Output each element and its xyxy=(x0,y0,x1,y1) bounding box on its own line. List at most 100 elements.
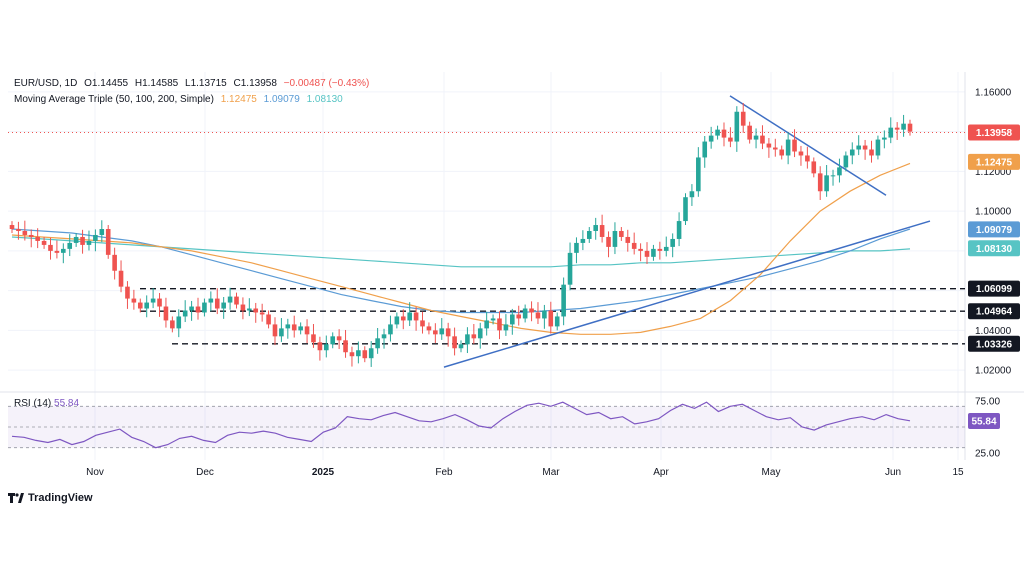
candle-body xyxy=(105,229,111,255)
candle-body xyxy=(888,127,894,138)
candle-body xyxy=(766,143,772,148)
candle-body xyxy=(285,324,291,329)
candle-body xyxy=(901,123,906,130)
candle-body xyxy=(157,298,162,307)
candle-body xyxy=(715,129,720,136)
tradingview-name: TradingView xyxy=(28,492,93,504)
candle-body xyxy=(35,236,40,241)
candle-body xyxy=(817,173,823,192)
rsi-tick-label: 75.00 xyxy=(975,397,1000,408)
candle-body xyxy=(195,306,201,313)
candle-body xyxy=(336,336,342,341)
rsi-legend: RSI (14) 55.84 xyxy=(14,398,79,409)
candle-body xyxy=(234,296,239,305)
candle-body xyxy=(490,318,496,321)
candle-body xyxy=(696,157,701,192)
candle-body xyxy=(356,350,361,357)
candle-body xyxy=(80,236,85,245)
candle-body xyxy=(266,314,271,325)
candle-body xyxy=(426,326,432,331)
price-tick-label: 1.12000 xyxy=(975,167,1012,178)
ma50-line xyxy=(11,162,911,335)
price-tick-label: 1.16000 xyxy=(975,87,1012,98)
ohlc-legend: EUR/USD, 1D O1.14455 H1.14585 L1.13715 C… xyxy=(14,78,373,89)
price-label-text: 1.08130 xyxy=(976,244,1013,255)
candle-body xyxy=(208,298,214,303)
rsi-panel: 75.00 25.00 55.84 xyxy=(8,397,1000,459)
moving-averages xyxy=(11,162,911,335)
candle-body xyxy=(99,229,105,235)
symbol-label: EUR/USD, 1D xyxy=(14,78,78,89)
rsi-value-text: 55.84 xyxy=(971,416,996,427)
low-value: L1.13715 xyxy=(185,78,227,89)
candle-body xyxy=(619,231,624,237)
candle-body xyxy=(67,242,73,249)
open-value: O1.14455 xyxy=(84,78,129,89)
candle-body xyxy=(413,312,419,321)
candle-body xyxy=(830,175,836,177)
ma-legend: Moving Average Triple (50, 100, 200, Sim… xyxy=(14,94,347,105)
high-value: H1.14585 xyxy=(134,78,179,89)
candle-body xyxy=(843,155,849,168)
price-label-badge xyxy=(968,124,1020,141)
time-tick-label: Mar xyxy=(542,467,560,478)
change-value: −0.00487 (−0.43%) xyxy=(283,78,370,89)
candle-body xyxy=(599,225,605,237)
candle-body xyxy=(875,139,881,156)
candle-body xyxy=(882,137,887,140)
candle-body xyxy=(144,302,149,309)
ascending-trendline xyxy=(443,220,931,368)
candle-body xyxy=(420,320,425,327)
time-tick-label: Dec xyxy=(196,467,214,478)
candle-body xyxy=(240,304,246,311)
candle-body xyxy=(862,145,868,150)
candle-body xyxy=(785,139,791,156)
candle-body xyxy=(510,314,515,325)
candle-body xyxy=(330,336,336,345)
candle-body xyxy=(638,248,643,251)
candle-body xyxy=(734,111,740,142)
candle-body xyxy=(9,225,15,230)
candle-body xyxy=(849,149,855,156)
candle-body xyxy=(702,141,708,158)
time-tick-label: Nov xyxy=(86,467,104,478)
candle-body xyxy=(170,320,175,329)
rsi-value: 55.84 xyxy=(54,398,80,409)
candle-body xyxy=(561,284,566,317)
time-tick-label: Feb xyxy=(435,467,453,478)
candle-body xyxy=(824,175,829,192)
candle-body xyxy=(362,350,368,359)
price-axis: 1.16000 1.12000 1.10000 1.04000 1.02000 1.139… xyxy=(968,87,1020,377)
candle-body xyxy=(259,312,265,315)
candle-body xyxy=(291,324,297,331)
candle-body xyxy=(214,298,220,309)
candle-body xyxy=(375,338,380,349)
candle-body xyxy=(535,312,541,319)
time-tick-label: May xyxy=(762,467,781,478)
price-label-text: 1.06099 xyxy=(976,284,1013,295)
candle-body xyxy=(125,286,130,299)
price-tick-label: 1.02000 xyxy=(975,366,1012,377)
ma50-value: 1.12475 xyxy=(220,94,257,105)
candle-body xyxy=(137,302,143,309)
time-axis: Nov Dec 2025 Feb Mar Apr May Jun 15 xyxy=(86,467,964,478)
candle-body xyxy=(112,254,117,271)
ma200-line xyxy=(11,236,911,268)
candle-body xyxy=(298,326,303,331)
candle-body xyxy=(28,234,34,237)
candle-body xyxy=(798,151,804,156)
candle-body xyxy=(779,149,785,156)
candle-body xyxy=(548,310,554,327)
candle-body xyxy=(792,139,797,152)
candle-body xyxy=(227,296,233,303)
time-tick-label: Jun xyxy=(885,467,901,478)
candle-body xyxy=(554,316,560,327)
candle-body xyxy=(760,135,765,144)
candle-body xyxy=(202,302,207,313)
price-label-text: 1.03326 xyxy=(976,339,1013,350)
candle-body xyxy=(304,326,310,335)
price-label-badge xyxy=(968,303,1020,320)
candle-body xyxy=(445,328,451,337)
candle-body xyxy=(311,334,316,343)
